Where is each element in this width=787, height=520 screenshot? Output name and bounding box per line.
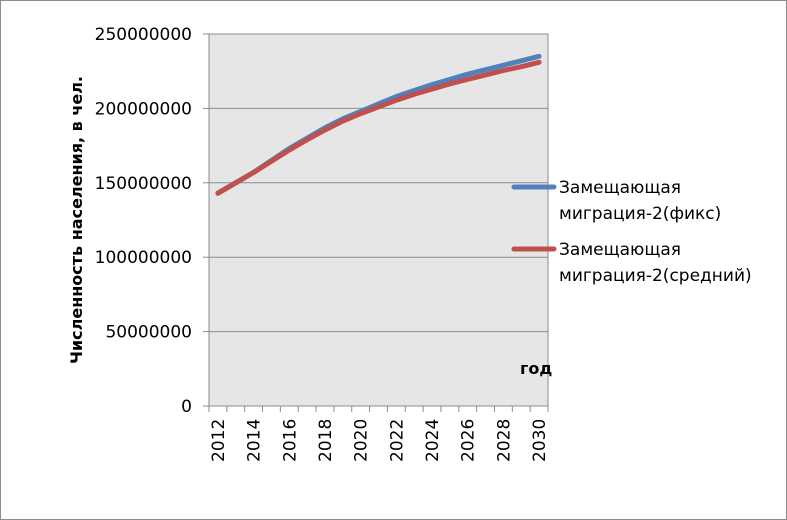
legend-label-2: миграция-2(средний): [559, 266, 752, 286]
x-tick-label: 2022: [387, 419, 407, 462]
y-tick-label: 200000000: [95, 99, 192, 119]
x-tick-label: 2012: [209, 419, 229, 462]
y-tick-label: 100000000: [95, 248, 192, 268]
x-axis-label: год: [520, 359, 552, 378]
x-tick-label: 2014: [245, 419, 265, 462]
legend-label-1: миграция-2(фикс): [559, 204, 721, 224]
legend: Замещающая миграция-2(фикс) Замещающая мигр…: [511, 178, 752, 286]
x-tick-label: 2030: [530, 419, 550, 462]
series-line-2: [215, 59, 542, 196]
x-tick-label: 2018: [316, 419, 336, 462]
x-tick-label: 2016: [280, 419, 300, 462]
x-tick-label: 2026: [459, 419, 479, 462]
legend-label-1: Замещающая: [559, 178, 681, 198]
y-axis-label: Численность населения, в чел.: [67, 76, 86, 364]
plot-area: [208, 33, 549, 407]
y-tick-label: 150000000: [95, 174, 192, 194]
x-tick-label: 2028: [494, 419, 514, 462]
legend-label-2: Замещающая: [559, 240, 681, 260]
x-tick-label: 2020: [352, 419, 372, 462]
y-tick-label: 0: [181, 397, 192, 417]
y-tick-label: 50000000: [105, 323, 192, 343]
x-tick-label: 2024: [423, 419, 443, 462]
y-tick-label: 250000000: [95, 25, 192, 45]
